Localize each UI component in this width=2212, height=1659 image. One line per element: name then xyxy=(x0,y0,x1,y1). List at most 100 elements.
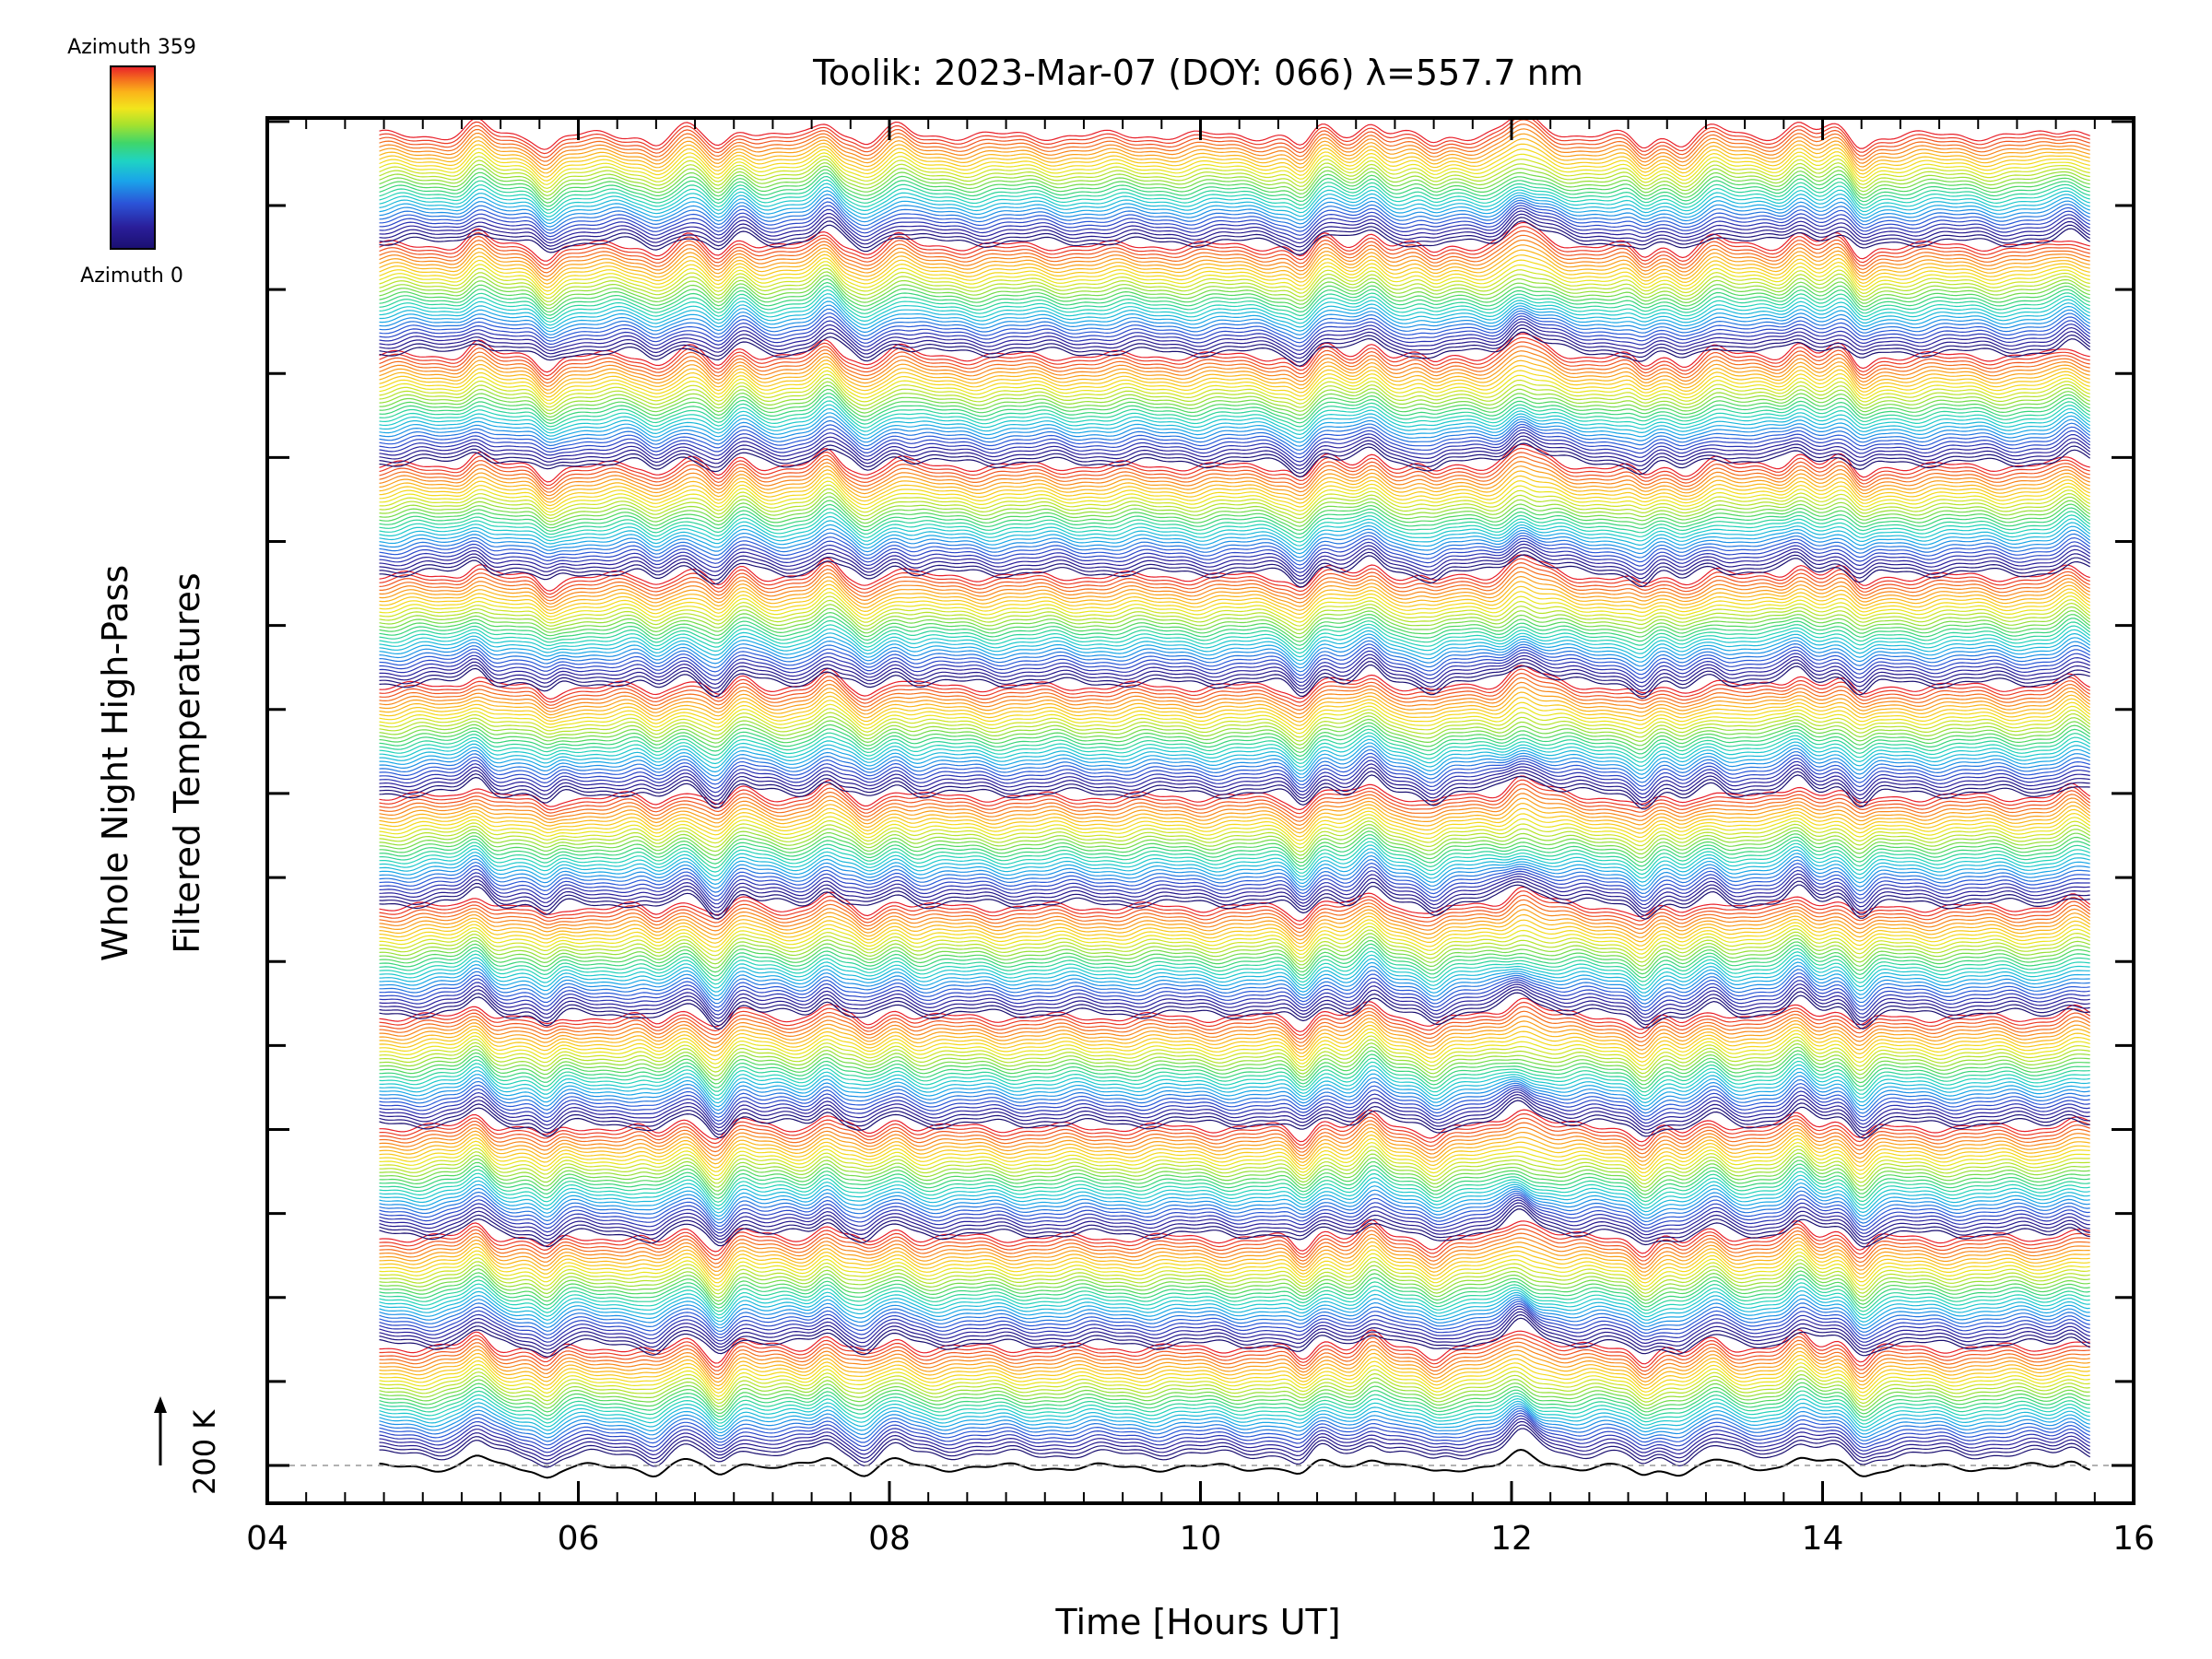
azimuth-trace xyxy=(379,226,2090,266)
azimuth-trace xyxy=(379,735,2090,768)
azimuth-trace xyxy=(379,797,2091,830)
azimuth-trace xyxy=(379,722,2091,754)
azimuth-trace xyxy=(379,217,2090,252)
azimuth-trace xyxy=(379,742,2090,775)
azimuth-trace xyxy=(379,1208,2090,1248)
azimuth-trace xyxy=(379,1289,2090,1323)
azimuth-trace xyxy=(379,1308,2090,1347)
azimuth-trace xyxy=(379,172,2090,207)
azimuth-trace xyxy=(379,627,2091,658)
azimuth-trace xyxy=(379,281,2090,316)
azimuth-trace xyxy=(379,496,2091,527)
azimuth-trace xyxy=(379,687,2091,719)
azimuth-trace xyxy=(379,1071,2090,1108)
azimuth-trace xyxy=(379,381,2090,415)
azimuth-trace xyxy=(379,207,2090,241)
azimuth-trace xyxy=(379,429,2091,463)
azimuth-trace xyxy=(379,1014,2090,1047)
x-tick-label: 12 xyxy=(1490,1520,1533,1558)
azimuth-trace xyxy=(379,264,2090,300)
azimuth-trace xyxy=(379,366,2090,401)
azimuth-trace xyxy=(379,580,2090,611)
azimuth-trace xyxy=(379,700,2091,731)
azimuth-trace xyxy=(379,128,2090,167)
azimuth-trace xyxy=(379,528,2091,559)
azimuth-trace xyxy=(379,373,2090,408)
azimuth-trace xyxy=(379,1218,2090,1254)
azimuth-trace xyxy=(379,249,2090,285)
azimuth-trace xyxy=(379,1028,2090,1063)
azimuth-trace xyxy=(379,465,2090,500)
azimuth-trace xyxy=(379,919,2090,952)
azimuth-trace xyxy=(379,992,2090,1030)
azimuth-trace xyxy=(379,830,2090,864)
azimuth-trace xyxy=(379,1350,2090,1387)
azimuth-trace xyxy=(379,854,2090,891)
azimuth-trace xyxy=(379,986,2090,1023)
azimuth-trace xyxy=(379,587,2090,619)
x-tick-label: 08 xyxy=(868,1520,911,1558)
azimuth-trace xyxy=(379,1088,2090,1125)
azimuth-colorbar-legend: Azimuth 359 Azimuth 0 xyxy=(67,36,196,288)
azimuth-trace xyxy=(379,619,2091,651)
azimuth-trace xyxy=(379,823,2091,856)
azimuth-trace xyxy=(379,159,2090,194)
azimuth-trace xyxy=(379,611,2091,642)
azimuth-trace xyxy=(379,480,2090,513)
azimuth-trace xyxy=(379,554,2090,588)
azimuth-trace xyxy=(379,820,2091,853)
azimuth-trace xyxy=(379,909,2091,941)
azimuth-trace xyxy=(379,197,2090,231)
azimuth-trace xyxy=(379,925,2090,959)
azimuth-trace xyxy=(379,257,2090,292)
azimuth-trace xyxy=(379,1010,2090,1043)
azimuth-trace xyxy=(379,435,2091,470)
azimuth-trace xyxy=(379,1394,2090,1425)
azimuth-trace xyxy=(379,827,2090,860)
azimuth-trace xyxy=(379,1406,2090,1439)
azimuth-trace xyxy=(379,848,2090,883)
azimuth-trace xyxy=(379,469,2090,503)
azimuth-trace xyxy=(379,308,2090,340)
azimuth-trace xyxy=(379,604,2091,635)
azimuth-trace xyxy=(379,677,2091,712)
azimuth-trace xyxy=(379,346,2090,384)
azimuth-trace xyxy=(379,858,2090,895)
azimuth-trace xyxy=(379,124,2090,162)
chart-title: Toolik: 2023-Mar-07 (DOY: 066) λ=557.7 n… xyxy=(812,53,1583,93)
azimuth-trace xyxy=(379,703,2091,735)
azimuth-trace xyxy=(379,616,2091,646)
azimuth-trace xyxy=(379,1370,2090,1405)
azimuth-trace xyxy=(379,162,2090,197)
azimuth-trace xyxy=(379,1001,2091,1037)
azimuth-trace xyxy=(379,407,2091,440)
azimuth-trace xyxy=(379,1233,2090,1269)
azimuth-trace xyxy=(379,1354,2090,1391)
azimuth-trace xyxy=(379,774,2090,810)
azimuth-trace xyxy=(379,431,2091,466)
azimuth-trace xyxy=(379,894,2091,930)
azimuth-trace xyxy=(379,1418,2090,1457)
azimuth-trace xyxy=(379,205,2090,238)
azimuth-trace xyxy=(379,672,2090,707)
azimuth-trace xyxy=(379,779,2091,815)
azimuth-trace xyxy=(379,304,2090,335)
azimuth-trace xyxy=(379,748,2090,783)
scale-label: 200 K xyxy=(187,1409,222,1495)
azimuth-trace xyxy=(379,1082,2090,1119)
azimuth-trace xyxy=(379,834,2090,867)
azimuth-trace xyxy=(379,1299,2090,1333)
azimuth-trace xyxy=(379,210,2090,244)
azimuth-trace xyxy=(379,147,2090,182)
azimuth-trace xyxy=(379,1112,2090,1147)
azimuth-trace xyxy=(379,512,2091,543)
azimuth-trace xyxy=(379,793,2091,827)
azimuth-trace xyxy=(379,234,2090,274)
azimuth-trace xyxy=(379,1156,2090,1192)
azimuth-trace xyxy=(379,515,2091,547)
azimuth-trace xyxy=(379,1167,2090,1203)
azimuth-trace xyxy=(379,370,2090,405)
azimuth-trace xyxy=(379,725,2091,758)
azimuth-trace xyxy=(379,179,2090,214)
azimuth-trace xyxy=(379,571,2090,605)
